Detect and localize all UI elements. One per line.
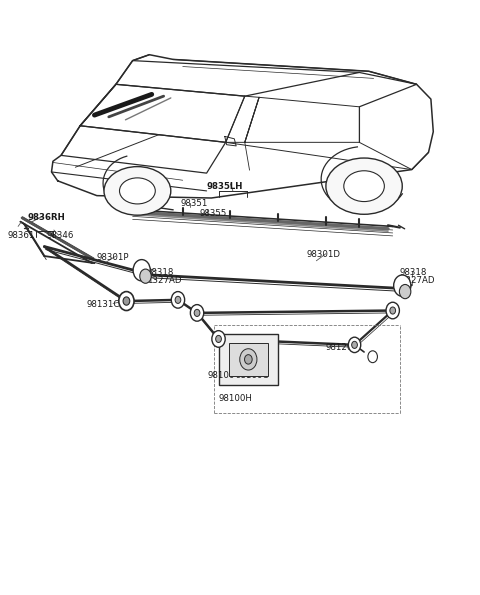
Circle shape [119, 292, 134, 311]
Ellipse shape [326, 158, 402, 214]
Text: 1327AD: 1327AD [147, 277, 181, 286]
Circle shape [140, 269, 151, 283]
Circle shape [175, 296, 181, 303]
Ellipse shape [344, 171, 384, 202]
Text: 98318: 98318 [400, 268, 427, 277]
Text: 98131C: 98131C [86, 300, 120, 309]
Text: 98361: 98361 [7, 231, 35, 240]
Text: 98355: 98355 [199, 209, 227, 218]
Circle shape [240, 349, 257, 370]
Text: 98301P: 98301P [97, 253, 129, 262]
Circle shape [348, 337, 361, 353]
Text: 98301D: 98301D [307, 250, 341, 259]
FancyBboxPatch shape [218, 334, 278, 384]
Text: 9835LH: 9835LH [206, 181, 243, 190]
Text: 98100H: 98100H [218, 394, 252, 403]
Text: 9836RH: 9836RH [28, 213, 65, 222]
Text: 98120C: 98120C [326, 343, 359, 352]
Circle shape [212, 331, 225, 347]
Circle shape [390, 307, 396, 314]
Text: 98160C: 98160C [235, 371, 269, 380]
Text: 98100: 98100 [207, 371, 235, 380]
Ellipse shape [120, 178, 156, 204]
Circle shape [352, 342, 358, 349]
Circle shape [191, 305, 204, 321]
Circle shape [399, 284, 411, 299]
Circle shape [368, 351, 377, 362]
Circle shape [123, 297, 130, 305]
FancyBboxPatch shape [228, 343, 268, 375]
Circle shape [386, 302, 399, 319]
Ellipse shape [104, 167, 171, 215]
Text: 98351: 98351 [180, 199, 208, 208]
Text: 98318: 98318 [147, 268, 174, 277]
Circle shape [394, 275, 411, 296]
Circle shape [171, 292, 185, 308]
Text: 98346: 98346 [47, 231, 74, 240]
Circle shape [194, 309, 200, 317]
Circle shape [216, 336, 221, 343]
Circle shape [133, 259, 150, 281]
Circle shape [244, 355, 252, 364]
Text: 1327AD: 1327AD [400, 277, 434, 286]
